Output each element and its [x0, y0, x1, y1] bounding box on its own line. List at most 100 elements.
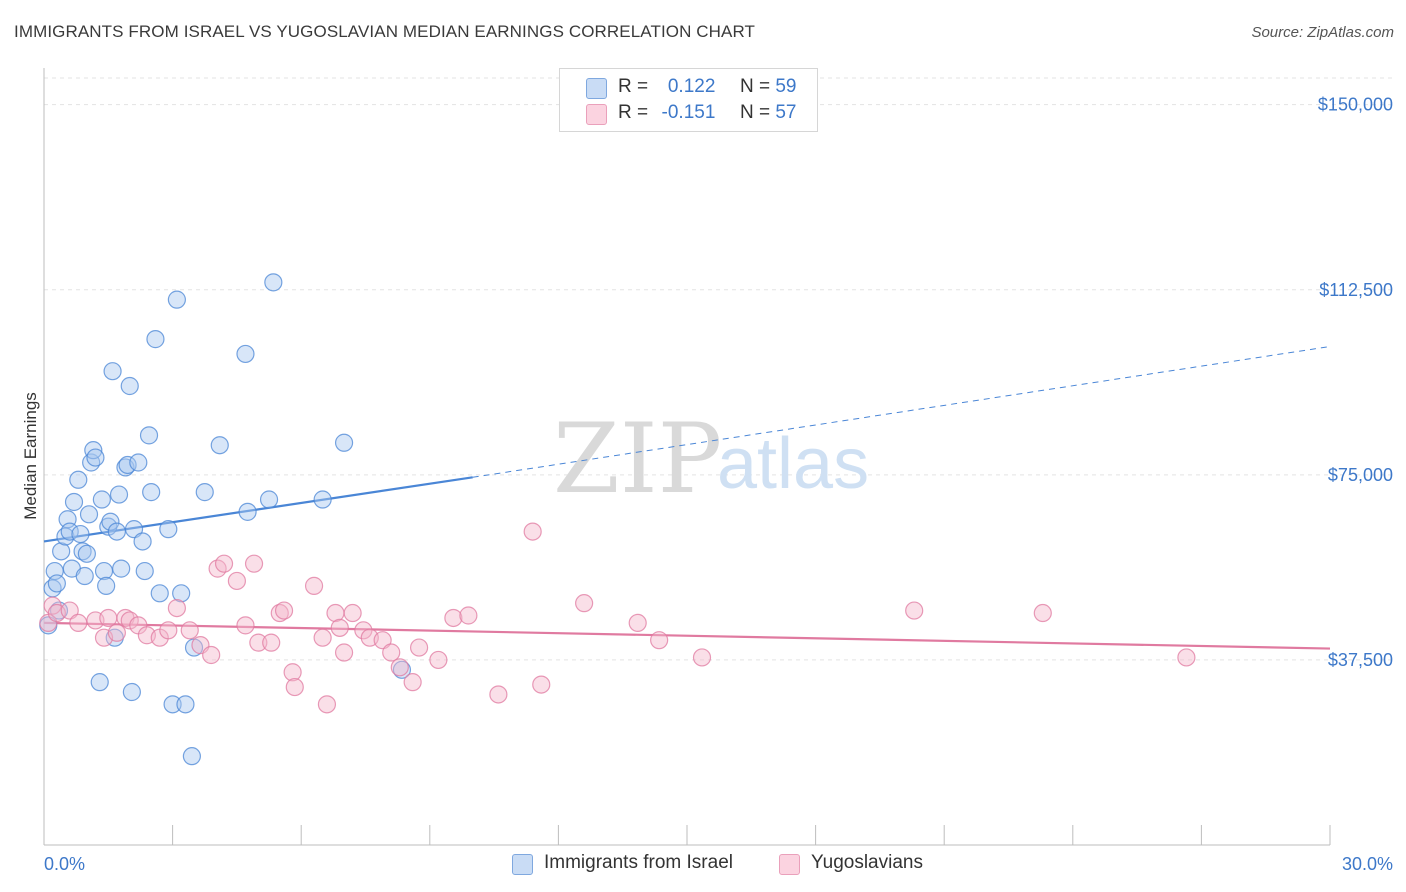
data-point: [101, 512, 120, 531]
data-point: [107, 623, 126, 642]
legend-swatch-yugoslavians: [779, 854, 800, 875]
legend-swatch-yugoslavians: [586, 104, 607, 125]
data-point: [90, 673, 109, 692]
y-axis-label: Median Earnings: [21, 392, 40, 520]
data-point: [313, 490, 332, 509]
data-point: [210, 436, 229, 455]
y-tick-labels: $37,500 $75,000 $112,500 $150,000: [1318, 95, 1393, 670]
data-point: [1033, 603, 1052, 623]
trend-line-yugoslavians: [43, 621, 1331, 650]
watermark: ZIP atlas: [553, 403, 869, 515]
data-point: [142, 483, 161, 502]
data-point: [135, 561, 154, 581]
data-point: [86, 448, 105, 467]
data-point: [133, 532, 152, 551]
data-point: [444, 608, 463, 628]
data-point: [905, 601, 924, 620]
data-point: [244, 554, 264, 573]
data-point: [103, 362, 122, 381]
legend-label-yugoslavians: Yugoslavians: [811, 852, 923, 873]
grid-lines: [44, 77, 1395, 661]
legend-r-label: R =: [618, 102, 649, 123]
data-point: [77, 544, 96, 563]
data-point: [283, 663, 302, 682]
data-point: [532, 675, 551, 694]
legend-n-value: 57: [775, 102, 797, 123]
legend-swatch-israel: [512, 854, 533, 875]
data-point: [313, 628, 332, 647]
data-point: [262, 633, 281, 652]
data-point: [236, 344, 255, 364]
data-point: [236, 616, 255, 635]
data-point: [249, 633, 268, 652]
data-point: [176, 695, 195, 714]
watermark-atlas: atlas: [717, 424, 869, 504]
watermark-zip: ZIP: [553, 403, 722, 515]
series-yugoslavians: [39, 522, 1196, 714]
correlation-legend: R = 0.122 N = 59 R = -0.151 N = 57: [559, 68, 818, 132]
data-point: [159, 621, 178, 640]
data-point: [392, 660, 412, 679]
data-point: [692, 648, 712, 667]
data-point: [120, 611, 139, 630]
data-point: [523, 522, 542, 541]
data-point: [84, 441, 103, 460]
data-point: [628, 613, 647, 633]
data-point: [403, 673, 422, 692]
data-point: [214, 554, 234, 573]
data-point: [122, 682, 141, 702]
data-point: [146, 330, 165, 349]
data-point: [69, 470, 88, 489]
data-point: [97, 576, 116, 595]
data-point: [118, 455, 137, 475]
data-point: [575, 594, 594, 613]
data-point: [334, 433, 354, 452]
data-point: [64, 492, 84, 512]
data-point: [120, 376, 139, 396]
legend-n-label: N =: [739, 76, 771, 97]
data-point: [129, 453, 148, 472]
data-point: [382, 643, 401, 662]
data-point: [182, 747, 201, 766]
data-point: [373, 631, 392, 650]
data-point: [92, 490, 111, 509]
data-point: [52, 542, 71, 561]
data-point: [227, 571, 246, 591]
data-point: [489, 685, 508, 704]
y-tick-label: $75,000: [1328, 465, 1393, 485]
data-point: [150, 584, 169, 603]
data-point: [159, 520, 178, 539]
x-tick-label-max: 30.0%: [1342, 854, 1393, 874]
data-point: [304, 576, 324, 595]
data-point: [79, 505, 99, 524]
data-point: [60, 522, 79, 541]
legend-swatch-israel: [586, 78, 607, 99]
y-tick-label: $112,500: [1319, 280, 1393, 300]
data-point: [317, 695, 337, 714]
data-point: [107, 522, 126, 541]
series-israel: [39, 273, 412, 766]
y-tick-label: $37,500: [1328, 650, 1393, 670]
data-point: [459, 606, 478, 625]
data-point: [354, 621, 373, 640]
data-point: [60, 601, 79, 620]
data-point: [274, 601, 294, 620]
data-point: [259, 490, 279, 509]
data-point: [330, 618, 349, 637]
legend-n-value: 59: [775, 76, 797, 97]
data-points: [39, 273, 1196, 766]
data-point: [650, 631, 669, 650]
y-tick-label: $150,000: [1318, 95, 1393, 115]
x-tick-label-min: 0.0%: [44, 854, 85, 874]
data-point: [75, 566, 94, 586]
data-point: [99, 608, 118, 628]
data-point: [71, 524, 90, 544]
data-point: [47, 574, 66, 593]
legend-r-value: -0.151: [661, 102, 716, 123]
data-point: [94, 561, 114, 581]
legend-label-israel: Immigrants from Israel: [544, 852, 733, 873]
data-point: [334, 643, 354, 662]
chart-source: Source: ZipAtlas.com: [1251, 24, 1394, 41]
data-point: [109, 485, 129, 504]
